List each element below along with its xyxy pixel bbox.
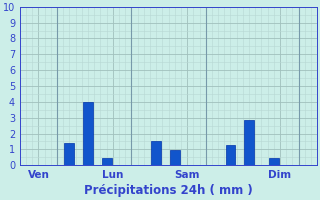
Bar bbox=[244, 120, 254, 165]
Bar bbox=[65, 143, 74, 165]
Bar bbox=[151, 141, 161, 165]
Bar bbox=[102, 158, 112, 165]
Bar bbox=[226, 145, 236, 165]
Bar bbox=[83, 102, 93, 165]
X-axis label: Précipitations 24h ( mm ): Précipitations 24h ( mm ) bbox=[84, 184, 253, 197]
Bar bbox=[170, 150, 180, 165]
Bar bbox=[269, 158, 279, 165]
